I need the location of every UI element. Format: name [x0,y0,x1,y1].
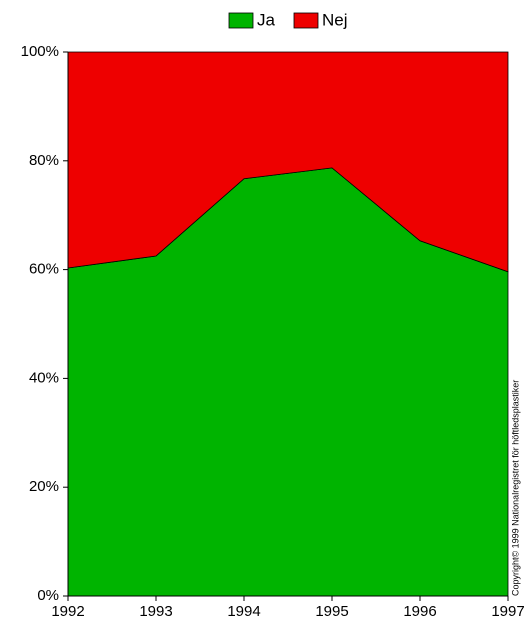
y-tick-label: 60% [29,261,59,278]
x-tick-label: 1995 [315,603,348,620]
x-tick-label: 1994 [227,603,260,620]
legend-swatch [228,12,254,29]
area [67,51,509,273]
y-tick-label: 20% [29,478,59,495]
legend-swatch [293,12,319,29]
x-tick-label: 1993 [139,603,172,620]
x-tick-label: 1997 [491,603,524,620]
y-tick-label: 40% [29,369,59,386]
y-tick-label: 100% [21,43,59,60]
x-tick-label: 1996 [403,603,436,620]
legend-label: Nej [322,10,348,29]
x-tick-label: 1992 [51,603,84,620]
y-tick-label: 0% [37,587,59,604]
annotation: Copyright© 1999 Nationalregistret för hö… [510,380,520,596]
legend-label: Ja [257,10,276,29]
y-tick-label: 80% [29,152,59,169]
